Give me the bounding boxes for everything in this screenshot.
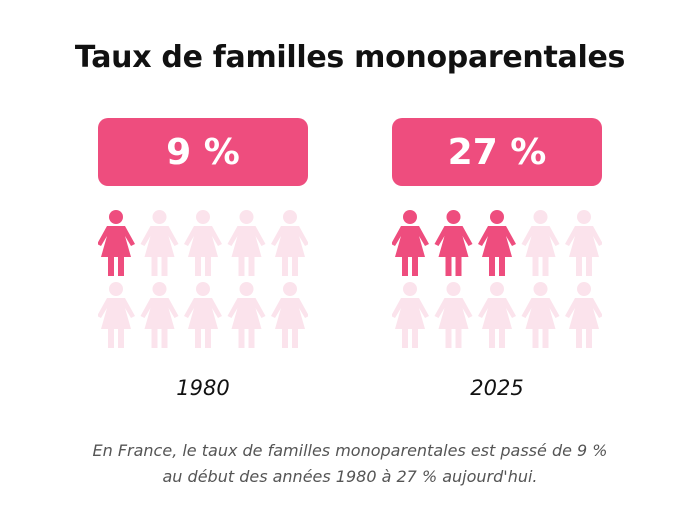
woman-icon-faded <box>227 210 266 276</box>
woman-icon-faded <box>478 282 516 348</box>
caption: En France, le taux de familles monoparen… <box>20 438 680 490</box>
woman-icon-faded <box>565 210 602 276</box>
woman-icon-faded <box>227 282 266 348</box>
woman-icon-filled <box>392 210 429 276</box>
page-title: Taux de familles monoparentales <box>74 40 626 75</box>
pictogram-grid-1980 <box>98 210 308 348</box>
caption-line-2: au début des années 1980 à 27 % aujourd'… <box>162 467 538 486</box>
woman-icon-faded <box>271 210 308 276</box>
woman-icon-filled <box>98 210 135 276</box>
woman-icon-faded <box>98 282 135 348</box>
woman-icon-faded <box>184 210 222 276</box>
woman-icon-faded <box>184 282 222 348</box>
woman-icon-faded <box>140 282 179 348</box>
woman-icon-faded <box>521 282 560 348</box>
woman-icon-faded <box>434 282 473 348</box>
year-label-2025: 2025 <box>470 376 524 400</box>
year-label-1980: 1980 <box>176 376 230 400</box>
woman-icon-filled <box>478 210 516 276</box>
caption-line-1: En France, le taux de familles monoparen… <box>92 441 608 460</box>
panel-2025: 27 % 2025 <box>392 118 602 400</box>
woman-icon-faded <box>565 282 602 348</box>
woman-icon-faded <box>271 282 308 348</box>
woman-icon-faded <box>140 210 179 276</box>
value-badge-1980: 9 % <box>98 118 308 186</box>
woman-icon-faded <box>521 210 560 276</box>
pictogram-grid-2025 <box>392 210 602 348</box>
value-badge-2025: 27 % <box>392 118 602 186</box>
woman-icon-faded <box>392 282 429 348</box>
panel-1980: 9 % 1980 <box>98 118 308 400</box>
woman-icon-filled <box>434 210 473 276</box>
